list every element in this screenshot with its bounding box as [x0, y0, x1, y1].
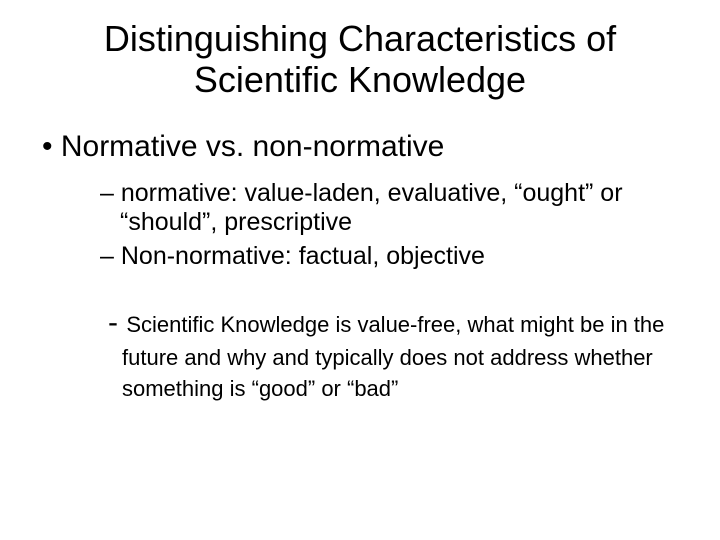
subbullet-nonnormative-def: Non-normative: factual, objective: [36, 242, 684, 272]
subbullet-scientific-knowledge-text: Scientific Knowledge is value-free, what…: [122, 312, 664, 401]
bullet-normative-vs-nonnormative: Normative vs. non-normative: [36, 129, 684, 165]
subbullet-normative-def: normative: value-laden, evaluative, “oug…: [36, 179, 684, 238]
spacer: [36, 275, 684, 305]
slide: Distinguishing Characteristics of Scient…: [0, 0, 720, 540]
slide-title: Distinguishing Characteristics of Scient…: [36, 18, 684, 101]
subbullet-scientific-knowledge: - Scientific Knowledge is value-free, wh…: [36, 305, 684, 403]
hyphen-bullet-icon: -: [108, 306, 126, 339]
